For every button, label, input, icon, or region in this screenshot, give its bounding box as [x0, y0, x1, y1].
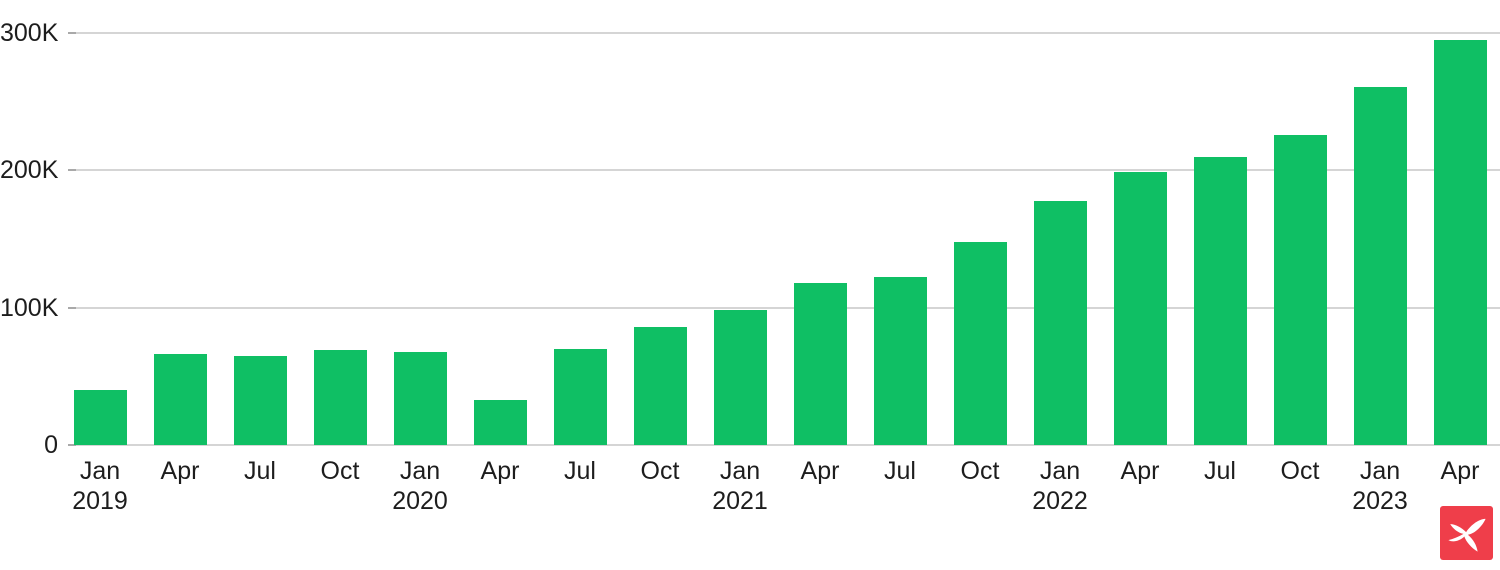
x-axis-month: Jan: [1039, 457, 1081, 485]
x-axis-label-jan-2020: Jan 2020: [375, 456, 465, 516]
bar-apr-2022[interactable]: [1113, 171, 1167, 445]
x-axis-month: Jan: [79, 457, 121, 485]
bar-apr-2021[interactable]: [793, 282, 847, 445]
x-axis-label-jan-2023: Jan 2023: [1335, 456, 1425, 516]
y-axis-tick-200k: [68, 169, 76, 172]
bar-jul-2019[interactable]: [233, 355, 287, 445]
bar-oct-2021[interactable]: [953, 241, 1007, 445]
gridline-100k: [68, 306, 1500, 309]
x-axis-label-apr-2023: Apr: [1415, 456, 1500, 486]
bar-oct-2020[interactable]: [633, 326, 687, 445]
y-axis-tick-0: [68, 444, 76, 446]
bar-jul-2022[interactable]: [1193, 156, 1247, 445]
bar-oct-2019[interactable]: [313, 350, 367, 445]
x-axis-label-apr-2021: Apr: [775, 456, 865, 486]
x-axis-year: 2021: [712, 487, 768, 515]
y-axis-tick-300k: [68, 32, 76, 34]
y-axis-label-0: 0: [44, 431, 58, 459]
x-axis-year: 2019: [72, 487, 128, 515]
bar-apr-2023[interactable]: [1433, 39, 1487, 445]
x-axis-label-apr-2019: Apr: [135, 456, 225, 486]
x-axis-month: Oct: [960, 457, 1000, 485]
x-axis-month: Jul: [1204, 457, 1236, 485]
gridline-0: [68, 444, 1500, 446]
x-axis-month: Apr: [160, 457, 200, 485]
bar-jul-2020[interactable]: [553, 348, 607, 445]
x-axis-month: Oct: [320, 457, 360, 485]
x-axis-month: Jan: [399, 457, 441, 485]
x-axis-month: Apr: [800, 457, 840, 485]
x-axis-month: Jul: [244, 457, 276, 485]
x-axis-label-jan-2021: Jan 2021: [695, 456, 785, 516]
y-axis-tick-100k: [68, 306, 76, 309]
x-axis-label-oct-2019: Oct: [295, 456, 385, 486]
bar-apr-2019[interactable]: [153, 354, 207, 445]
x-axis-label-jan-2019: Jan 2019: [55, 456, 145, 516]
bar-jan-2020[interactable]: [393, 351, 447, 445]
xm-logo-x-icon: [1447, 518, 1486, 552]
y-axis-label-200k: 200K: [0, 156, 59, 185]
bar-jan-2019[interactable]: [73, 390, 127, 445]
x-axis-year: 2020: [392, 487, 448, 515]
bar-jan-2022[interactable]: [1033, 200, 1087, 445]
bar-apr-2020[interactable]: [473, 399, 527, 445]
x-axis-year: 2022: [1032, 487, 1088, 515]
x-axis-month: Apr: [1120, 457, 1160, 485]
bar-jul-2021[interactable]: [873, 277, 927, 445]
x-axis-month: Apr: [1440, 457, 1480, 485]
x-axis-label-jul-2022: Jul: [1175, 456, 1265, 486]
x-axis-label-jul-2019: Jul: [215, 456, 305, 486]
gridline-300k: [68, 32, 1500, 34]
x-axis-label-apr-2022: Apr: [1095, 456, 1185, 486]
bar-jan-2023[interactable]: [1353, 86, 1407, 445]
x-axis-month: Jul: [564, 457, 596, 485]
bar-oct-2022[interactable]: [1273, 134, 1327, 445]
bar-jan-2021[interactable]: [713, 310, 767, 445]
x-axis-label-jul-2020: Jul: [535, 456, 625, 486]
x-axis-month: Oct: [1280, 457, 1320, 485]
x-axis-label-oct-2022: Oct: [1255, 456, 1345, 486]
x-axis-year: 2023: [1352, 487, 1408, 515]
y-axis-label-300k: 300K: [0, 19, 59, 47]
x-axis-label-apr-2020: Apr: [455, 456, 545, 486]
x-axis-label-oct-2020: Oct: [615, 456, 705, 486]
x-axis-month: Jul: [884, 457, 916, 485]
x-axis-month: Jan: [1359, 457, 1401, 485]
x-axis-label-oct-2021: Oct: [935, 456, 1025, 486]
x-axis-month: Apr: [480, 457, 520, 485]
x-axis-month: Jan: [719, 457, 761, 485]
y-axis-label-100k: 100K: [0, 293, 59, 322]
x-axis-label-jul-2021: Jul: [855, 456, 945, 486]
gridline-200k: [68, 169, 1500, 172]
x-axis-label-jan-2022: Jan 2022: [1015, 456, 1105, 516]
x-axis-month: Oct: [640, 457, 680, 485]
xm-logo: [1440, 506, 1493, 560]
